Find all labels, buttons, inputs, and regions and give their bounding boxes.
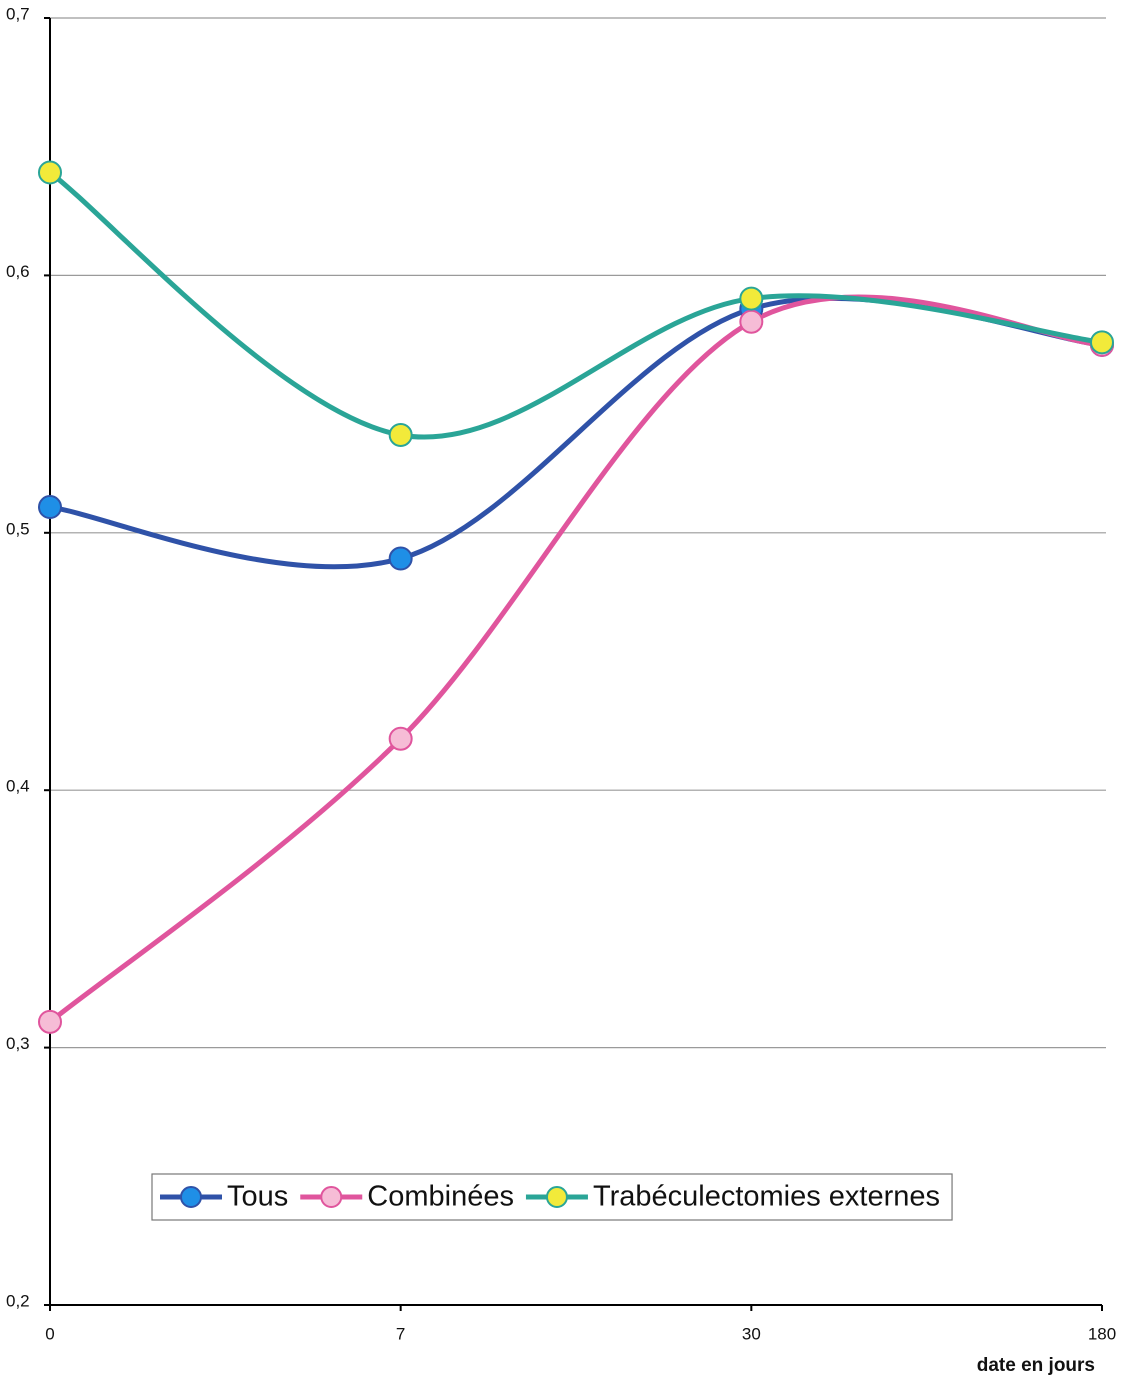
y-tick-label: 0,5: [6, 519, 30, 538]
series-line: [49, 295, 1103, 570]
data-point: [38, 495, 62, 520]
legend-label: Combinées: [367, 1181, 514, 1213]
data-point: [38, 1009, 62, 1034]
series-line: [48, 294, 1103, 1024]
legend-marker: [545, 1186, 568, 1208]
data-point: [388, 726, 413, 751]
y-tick-label: 0,4: [6, 777, 30, 796]
x-tick-label: 30: [742, 1324, 761, 1343]
x-axis-label: date en jours: [977, 1355, 1095, 1376]
y-tick-label: 0,3: [6, 1034, 30, 1053]
data-point: [38, 160, 62, 185]
legend-marker: [180, 1186, 202, 1208]
x-tick-label: 0: [45, 1324, 54, 1343]
y-tick-label: 0,7: [6, 4, 30, 23]
data-point: [388, 422, 413, 447]
y-tick-label: 0,6: [6, 262, 30, 281]
legend-label: Tous: [227, 1181, 288, 1213]
data-point: [1090, 330, 1114, 355]
x-tick-label: 180: [1088, 1324, 1116, 1343]
legend-marker: [320, 1186, 343, 1208]
legend-label: Trabéculectomies externes: [593, 1181, 940, 1213]
data-point: [388, 546, 413, 571]
series-line: [48, 170, 1103, 440]
y-tick-label: 0,2: [6, 1291, 30, 1310]
x-tick-label: 7: [396, 1324, 405, 1343]
legend: Tous Combinées Trabéculectomies externes: [151, 1173, 953, 1221]
data-point: [739, 286, 764, 311]
data-point: [739, 309, 764, 334]
